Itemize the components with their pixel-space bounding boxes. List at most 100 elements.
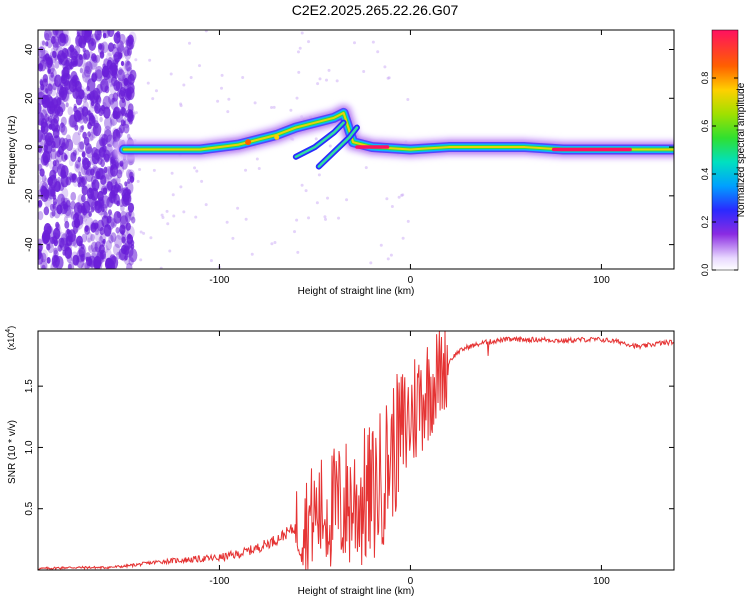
- noise-blob: [117, 52, 123, 60]
- noise-dot: [318, 77, 322, 81]
- noise-blob: [64, 246, 72, 259]
- noise-blob: [42, 73, 49, 83]
- noise-dot: [200, 179, 204, 183]
- noise-dot: [139, 258, 143, 262]
- noise-blob: [101, 134, 109, 146]
- noise-blob: [114, 235, 123, 249]
- noise-blob: [83, 136, 90, 146]
- noise-blob: [43, 206, 50, 216]
- noise-dot: [296, 250, 300, 254]
- noise-blob: [65, 102, 69, 108]
- noise-blob: [76, 164, 81, 170]
- noise-blob: [50, 86, 57, 97]
- noise-blob: [53, 247, 58, 255]
- noise-blob: [93, 255, 102, 269]
- noise-blob: [55, 92, 60, 98]
- noise-blob: [40, 83, 45, 91]
- snr-multiplier-text: (x104): [5, 326, 16, 350]
- spectrogram-y-tick-label: -40: [24, 237, 35, 252]
- noise-blob: [52, 197, 58, 206]
- noise-blob: [123, 116, 127, 123]
- noise-blob: [90, 233, 95, 242]
- noise-blob: [80, 176, 87, 187]
- noise-blob: [47, 136, 52, 143]
- noise-blob: [106, 134, 114, 148]
- spectrogram-y-label: Frequency (Hz): [7, 116, 18, 185]
- noise-blob: [62, 30, 69, 38]
- noise-blob: [51, 254, 60, 268]
- noise-blob: [62, 203, 67, 210]
- noise-blob: [106, 216, 115, 231]
- noise-blob: [41, 133, 47, 141]
- snr-y-ticks: 0.5 1.0 1.5: [24, 379, 674, 516]
- noise-blob: [121, 236, 126, 244]
- noise-blob: [118, 33, 126, 45]
- noise-dot: [406, 97, 410, 101]
- noise-blob: [110, 232, 117, 243]
- noise-blob: [57, 193, 66, 207]
- noise-blob: [115, 176, 121, 185]
- noise-blob: [107, 30, 115, 38]
- noise-blob: [54, 55, 59, 62]
- noise-blob: [113, 72, 118, 79]
- noise-blob: [80, 253, 86, 262]
- noise-blob: [116, 169, 123, 179]
- noise-blob: [112, 92, 119, 102]
- noise-blob: [44, 177, 48, 183]
- noise-blob: [65, 134, 71, 143]
- noise-blob: [119, 160, 124, 167]
- noise-blob: [102, 187, 108, 195]
- noise-blob: [117, 69, 125, 82]
- secondary-track-core: [317, 126, 359, 168]
- noise-blob: [53, 207, 61, 219]
- noise-blob: [44, 232, 50, 242]
- noise-blob: [80, 194, 86, 203]
- noise-blob: [129, 175, 135, 183]
- noise-blob: [65, 81, 74, 95]
- noise-dot: [389, 253, 393, 257]
- noise-blob: [85, 146, 94, 159]
- noise-dot: [335, 79, 339, 83]
- noise-blob: [102, 32, 107, 39]
- noise-blob: [51, 124, 56, 131]
- noise-dot: [138, 168, 142, 172]
- noise-blob: [112, 177, 117, 184]
- noise-blob: [79, 141, 85, 150]
- noise-dot: [165, 209, 169, 213]
- noise-dot: [216, 99, 220, 103]
- noise-blob: [74, 160, 82, 173]
- noise-blob: [90, 155, 97, 166]
- noise-blob: [103, 245, 109, 254]
- noise-blob: [80, 262, 88, 269]
- noise-blob: [77, 176, 82, 185]
- noise-dot: [134, 111, 138, 115]
- noise-blob: [44, 132, 54, 146]
- noise-blob: [112, 53, 119, 65]
- noise-blob: [121, 76, 128, 87]
- noise-blob: [90, 222, 97, 233]
- noise-blob: [91, 179, 100, 192]
- noise-blob: [40, 125, 46, 133]
- secondary-track-core: [294, 121, 345, 159]
- noise-dot: [289, 108, 293, 112]
- snr-panel: -100 0 100 0.5 1.0 1.5 Height of straight li…: [5, 326, 675, 597]
- noise-dot: [142, 231, 146, 235]
- noise-blob: [64, 220, 70, 229]
- snr-plot-area: [38, 331, 674, 570]
- noise-blob: [100, 209, 107, 220]
- noise-blob: [73, 222, 80, 233]
- noise-blob: [50, 236, 55, 244]
- noise-blob: [71, 173, 77, 181]
- noise-blob: [92, 166, 96, 172]
- noise-blob: [48, 32, 52, 38]
- noise-dot: [225, 220, 229, 224]
- noise-blob: [90, 206, 95, 213]
- snr-multiplier: (x104): [5, 326, 16, 350]
- noise-dot: [148, 58, 152, 62]
- noise-blob: [40, 260, 48, 269]
- noise-blob: [62, 232, 69, 243]
- noise-blob: [105, 143, 113, 157]
- noise-blob: [51, 108, 59, 119]
- noise-blob: [38, 199, 43, 208]
- noise-blob: [40, 188, 49, 202]
